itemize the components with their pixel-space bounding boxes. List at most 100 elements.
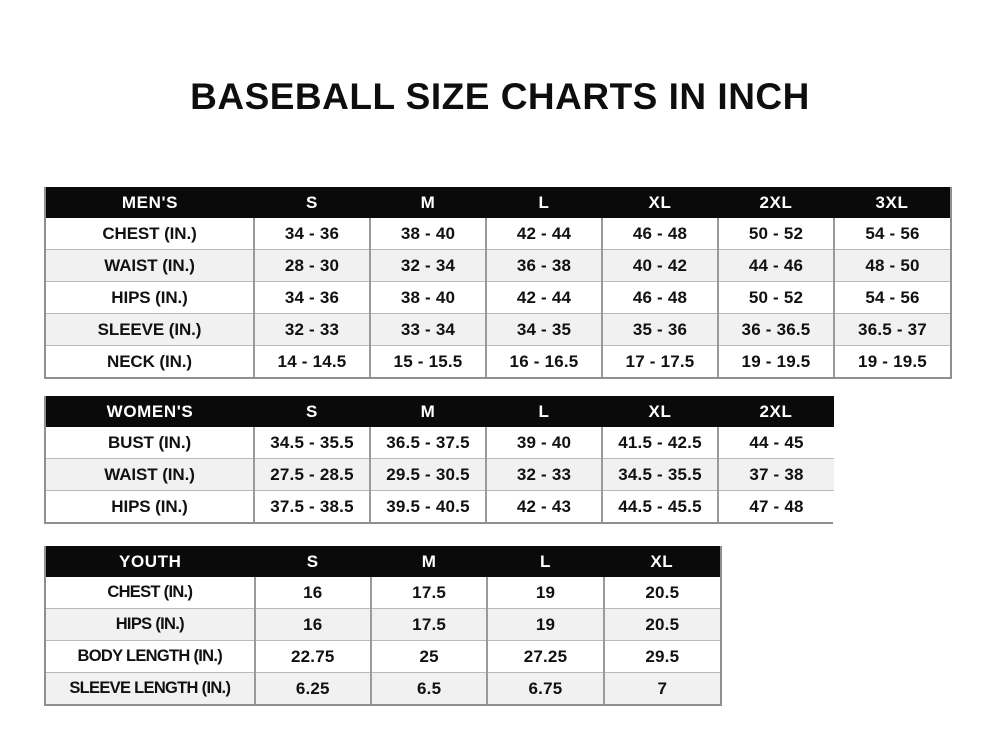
- youth-size-table: YOUTH S M L XL CHEST (IN.) 16 17.5 19 20.5 HIPS (…: [46, 546, 720, 704]
- youth-measurement-cell: 17.5: [370, 577, 489, 609]
- mens-measurement-cell: 44 - 46: [718, 249, 835, 282]
- mens-measurement-cell: 42 - 44: [486, 218, 603, 250]
- womens-measurement-cell: 27.5 - 28.5: [254, 458, 371, 491]
- youth-measurement-cell: 20.5: [603, 577, 720, 609]
- youth-header-row: YOUTH S M L XL: [46, 546, 720, 577]
- youth-measurement-cell: 19: [487, 577, 605, 609]
- mens-measurement-cell: 16 - 16.5: [486, 345, 603, 377]
- womens-measurement-cell: 42 - 43: [486, 490, 603, 522]
- page-title: BASEBALL SIZE CHARTS IN INCH: [190, 76, 810, 117]
- youth-measurement-cell: 20.5: [603, 608, 720, 641]
- mens-measurement-cell: 17 - 17.5: [602, 345, 719, 377]
- mens-measurement-cell: 28 - 30: [254, 249, 371, 282]
- mens-measurement-cell: 32 - 33: [254, 313, 371, 346]
- womens-measurement-cell: 44.5 - 45.5: [602, 490, 719, 522]
- youth-measurement-cell: 16: [254, 577, 372, 609]
- table-row: SLEEVE LENGTH (IN.) 6.25 6.5 6.75 7: [46, 672, 720, 704]
- mens-row-label: HIPS (IN.): [46, 281, 255, 314]
- mens-table-body: CHEST (IN.) 34 - 36 38 - 40 42 - 44 46 - 48 5…: [46, 218, 950, 377]
- womens-measurement-cell: 29.5 - 30.5: [370, 458, 487, 491]
- mens-row-label: WAIST (IN.): [46, 249, 255, 282]
- mens-measurement-cell: 19 - 19.5: [718, 345, 835, 377]
- youth-row-label: SLEEVE LENGTH (IN.): [46, 672, 256, 704]
- womens-measurement-cell: 47 - 48: [718, 490, 834, 522]
- youth-row-label: CHEST (IN.): [46, 577, 256, 609]
- youth-table-head: YOUTH S M L XL: [46, 546, 720, 577]
- mens-size-chart: MEN'S S M L XL 2XL 3XL CHEST (IN.) 34 - 36 38 - …: [44, 187, 952, 379]
- mens-row-label: NECK (IN.): [46, 345, 255, 377]
- youth-measurement-cell: 22.75: [254, 640, 372, 673]
- mens-measurement-cell: 38 - 40: [370, 281, 487, 314]
- womens-measurement-cell: 36.5 - 37.5: [370, 427, 487, 459]
- mens-measurement-cell: 34 - 36: [254, 281, 371, 314]
- mens-measurement-cell: 54 - 56: [834, 218, 950, 250]
- mens-measurement-cell: 34 - 35: [486, 313, 603, 346]
- mens-measurement-cell: 50 - 52: [718, 281, 835, 314]
- womens-size-chart: WOMEN'S S M L XL 2XL BUST (IN.) 34.5 - 35.5 36.…: [44, 396, 834, 524]
- womens-measurement-cell: 39 - 40: [486, 427, 603, 459]
- table-row: CHEST (IN.) 16 17.5 19 20.5: [46, 577, 720, 609]
- mens-size-header-m: M: [370, 187, 486, 218]
- mens-table-head: MEN'S S M L XL 2XL 3XL: [46, 187, 950, 218]
- mens-chart-title: MEN'S: [46, 187, 254, 218]
- womens-measurement-cell: 44 - 45: [718, 427, 834, 459]
- table-row: HIPS (IN.) 37.5 - 38.5 39.5 - 40.5 42 - 43 4…: [46, 490, 834, 522]
- mens-size-header-s: S: [254, 187, 370, 218]
- womens-size-table: WOMEN'S S M L XL 2XL BUST (IN.) 34.5 - 35.5 36.…: [46, 396, 834, 522]
- youth-measurement-cell: 17.5: [370, 608, 489, 641]
- mens-measurement-cell: 36 - 38: [486, 249, 603, 282]
- womens-row-label: HIPS (IN.): [46, 490, 255, 522]
- youth-measurement-cell: 6.25: [254, 672, 372, 704]
- womens-size-header-xl: XL: [602, 396, 718, 427]
- womens-measurement-cell: 37.5 - 38.5: [254, 490, 371, 522]
- table-row: SLEEVE (IN.) 32 - 33 33 - 34 34 - 35 35 - 36…: [46, 313, 950, 346]
- mens-measurement-cell: 50 - 52: [718, 218, 835, 250]
- youth-table-body: CHEST (IN.) 16 17.5 19 20.5 HIPS (IN.) 16 17.5 1…: [46, 577, 720, 704]
- youth-row-label: BODY LENGTH (IN.): [46, 640, 256, 673]
- youth-measurement-cell: 6.75: [487, 672, 605, 704]
- youth-size-header-l: L: [487, 546, 604, 577]
- table-row: NECK (IN.) 14 - 14.5 15 - 15.5 16 - 16.5 17 …: [46, 345, 950, 377]
- womens-table-body: BUST (IN.) 34.5 - 35.5 36.5 - 37.5 39 - 40 4…: [46, 427, 834, 522]
- youth-size-chart: YOUTH S M L XL CHEST (IN.) 16 17.5 19 20.5 HIPS (…: [44, 546, 722, 706]
- mens-measurement-cell: 48 - 50: [834, 249, 950, 282]
- womens-size-header-m: M: [370, 396, 486, 427]
- mens-measurement-cell: 34 - 36: [254, 218, 371, 250]
- womens-measurement-cell: 34.5 - 35.5: [602, 458, 719, 491]
- table-row: WAIST (IN.) 28 - 30 32 - 34 36 - 38 40 - 42 4…: [46, 249, 950, 282]
- mens-measurement-cell: 15 - 15.5: [370, 345, 487, 377]
- mens-size-header-xl: XL: [602, 187, 718, 218]
- youth-measurement-cell: 29.5: [603, 640, 720, 673]
- youth-measurement-cell: 25: [370, 640, 489, 673]
- youth-measurement-cell: 16: [254, 608, 372, 641]
- mens-measurement-cell: 36 - 36.5: [718, 313, 835, 346]
- womens-row-label: BUST (IN.): [46, 427, 255, 459]
- mens-measurement-cell: 36.5 - 37: [834, 313, 950, 346]
- womens-row-label: WAIST (IN.): [46, 458, 255, 491]
- womens-chart-title: WOMEN'S: [46, 396, 254, 427]
- mens-measurement-cell: 46 - 48: [602, 281, 719, 314]
- mens-header-row: MEN'S S M L XL 2XL 3XL: [46, 187, 950, 218]
- mens-measurement-cell: 33 - 34: [370, 313, 487, 346]
- table-row: WAIST (IN.) 27.5 - 28.5 29.5 - 30.5 32 - 33…: [46, 458, 834, 491]
- mens-size-table: MEN'S S M L XL 2XL 3XL CHEST (IN.) 34 - 36 38 - …: [46, 187, 950, 377]
- youth-measurement-cell: 19: [487, 608, 605, 641]
- womens-measurement-cell: 32 - 33: [486, 458, 603, 491]
- womens-size-header-l: L: [486, 396, 602, 427]
- womens-table-head: WOMEN'S S M L XL 2XL: [46, 396, 834, 427]
- youth-size-header-xl: XL: [603, 546, 720, 577]
- mens-measurement-cell: 14 - 14.5: [254, 345, 371, 377]
- womens-measurement-cell: 39.5 - 40.5: [370, 490, 487, 522]
- womens-measurement-cell: 37 - 38: [718, 458, 834, 491]
- womens-measurement-cell: 34.5 - 35.5: [254, 427, 371, 459]
- table-row: CHEST (IN.) 34 - 36 38 - 40 42 - 44 46 - 48 5…: [46, 218, 950, 250]
- mens-measurement-cell: 19 - 19.5: [834, 345, 950, 377]
- youth-chart-title: YOUTH: [46, 546, 255, 577]
- youth-row-label: HIPS (IN.): [46, 608, 256, 641]
- mens-size-header-l: L: [486, 187, 602, 218]
- mens-row-label: SLEEVE (IN.): [46, 313, 255, 346]
- youth-measurement-cell: 6.5: [370, 672, 489, 704]
- womens-header-row: WOMEN'S S M L XL 2XL: [46, 396, 834, 427]
- mens-measurement-cell: 32 - 34: [370, 249, 487, 282]
